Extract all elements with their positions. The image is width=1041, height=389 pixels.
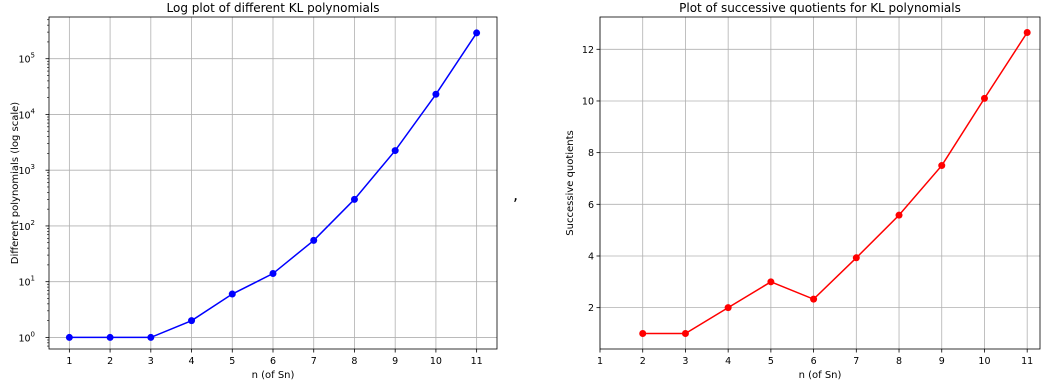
separator-comma: ,: [513, 185, 518, 204]
x-tick-label: 1: [66, 356, 72, 367]
data-point: [895, 211, 903, 219]
chart-title: Log plot of different KL polynomials: [167, 1, 380, 15]
data-point: [980, 94, 988, 102]
y-tick-label: 8: [588, 148, 594, 159]
x-tick-label: 1: [597, 356, 603, 367]
data-point: [147, 333, 155, 341]
data-point: [391, 147, 399, 155]
chart-title: Plot of successive quotients for KL poly…: [679, 1, 961, 15]
quotients-chart: Plot of successive quotients for KL poly…: [565, 1, 1041, 381]
data-point: [188, 317, 196, 325]
data-point: [767, 278, 775, 286]
y-tick-label: 12: [582, 45, 594, 56]
y-tick-label: 10: [582, 96, 594, 107]
x-tick-label: 9: [939, 356, 945, 367]
y-tick-label: 101: [18, 275, 35, 289]
plot-frame: [599, 16, 1041, 350]
x-tick-label: 2: [640, 356, 646, 367]
y-tick-label: 104: [18, 107, 35, 121]
x-tick-label: 5: [768, 356, 774, 367]
data-point: [228, 290, 236, 298]
x-tick-label: 8: [351, 356, 357, 367]
data-point: [106, 333, 114, 341]
x-tick-label: 7: [311, 356, 317, 367]
plot-frame: [48, 16, 498, 350]
y-tick-label: 102: [18, 219, 35, 233]
x-tick-label: 6: [811, 356, 817, 367]
x-tick-label: 4: [189, 356, 195, 367]
x-tick-label: 10: [430, 356, 442, 367]
x-axis-label: n (of Sn): [799, 370, 842, 381]
x-tick-label: 11: [471, 356, 483, 367]
x-tick-label: 8: [896, 356, 902, 367]
data-point: [473, 29, 481, 37]
data-point: [681, 329, 689, 337]
x-tick-label: 11: [1021, 356, 1033, 367]
y-tick-label: 103: [18, 163, 35, 177]
log-plot-chart: Log plot of different KL polynomials 1 2 3 4…: [10, 1, 498, 381]
y-tick-label: 4: [588, 251, 594, 262]
x-tick-label: 7: [853, 356, 859, 367]
y-tick-label: 105: [18, 52, 35, 66]
data-point: [1023, 29, 1031, 37]
data-point: [938, 162, 946, 170]
data-point: [269, 270, 277, 278]
x-axis-label: n (of Sn): [252, 370, 295, 381]
y-tick-label: 2: [588, 303, 594, 314]
x-tick-label: 2: [107, 356, 113, 367]
y-axis-label: Different polynomials (log scale): [10, 102, 21, 265]
data-point: [810, 295, 818, 303]
data-point: [852, 254, 860, 262]
x-tick-label: 5: [229, 356, 235, 367]
data-point: [65, 333, 73, 341]
data-point: [310, 236, 318, 244]
x-tick-label: 9: [392, 356, 398, 367]
x-tick-label: 6: [270, 356, 276, 367]
data-point: [350, 195, 358, 203]
y-tick-label: 100: [18, 330, 35, 344]
x-tick-label: 4: [725, 356, 731, 367]
series-line: [642, 32, 1028, 335]
data-point: [432, 90, 440, 98]
y-axis-label: Successive quotients: [565, 130, 576, 235]
x-tick-label: 3: [682, 356, 688, 367]
data-point: [639, 329, 647, 337]
y-tick-label: 6: [588, 200, 594, 211]
x-tick-label: 10: [978, 356, 990, 367]
data-point: [724, 304, 732, 312]
x-tick-label: 3: [148, 356, 154, 367]
